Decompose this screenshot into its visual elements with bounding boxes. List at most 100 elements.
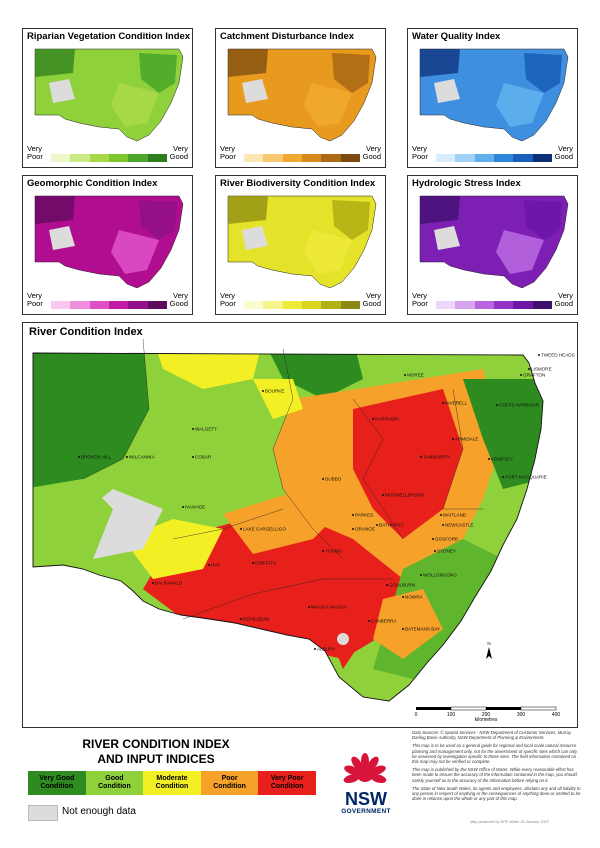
color-scale xyxy=(244,154,360,162)
town-marker: GOULBURN xyxy=(386,583,415,588)
town-marker: CANBERRA xyxy=(368,619,397,624)
town-label: ALBURY xyxy=(317,647,335,652)
scale-high-label: Very Good xyxy=(554,291,573,308)
town-label: GRAFTON xyxy=(523,373,545,378)
scale-swatch xyxy=(532,301,552,309)
town-marker: NEWCASTLE xyxy=(442,523,474,528)
scale-swatch xyxy=(70,301,90,309)
town-marker: TAMWORTH xyxy=(420,455,450,460)
town-label: SYDNEY xyxy=(437,549,456,554)
index-panel: Catchment Disturbance Index Very Poor Very G… xyxy=(215,28,386,168)
town-label: DUBBO xyxy=(325,477,342,482)
color-scale xyxy=(244,301,360,309)
town-label: MOREE xyxy=(407,373,424,378)
town-marker: NOWRA xyxy=(402,595,424,600)
legend-title: RIVER CONDITION INDEX AND INPUT INDICES xyxy=(82,737,230,766)
index-map[interactable] xyxy=(222,190,390,294)
scale-low-label: Very Poor xyxy=(220,144,236,161)
town-marker: INVERELL xyxy=(442,401,468,406)
river-condition-panel: River Condition Index xyxy=(22,322,578,728)
index-map[interactable] xyxy=(222,43,390,147)
town-label: LISMORE xyxy=(531,367,552,372)
index-panel-title: Hydrologic Stress Index xyxy=(412,178,521,189)
scale-low-label: Very Poor xyxy=(412,144,428,161)
main-map-title: River Condition Index xyxy=(29,326,143,338)
town-marker: BROKEN HILL xyxy=(78,455,112,460)
index-panel: Hydrologic Stress Index Very Poor Very Good xyxy=(407,175,578,315)
town-label: TAMWORTH xyxy=(423,455,450,460)
scale-low-label: Very Poor xyxy=(412,291,428,308)
town-marker: NARRABRI xyxy=(372,417,399,422)
town-marker: ALBURY xyxy=(314,647,335,652)
town-marker: WALGETT xyxy=(192,427,217,432)
no-data-label: Not enough data xyxy=(62,806,136,817)
scale-tick-label: 100 xyxy=(447,712,456,718)
town-marker: BOURKE xyxy=(262,389,284,394)
town-label: KEMPSEY xyxy=(491,457,513,462)
index-panel-title: Catchment Disturbance Index xyxy=(220,31,355,42)
town-marker: KEMPSEY xyxy=(488,457,513,462)
town-marker: YOUNG xyxy=(322,549,342,554)
color-scale xyxy=(51,154,167,162)
scale-swatch xyxy=(128,154,148,162)
scale-low-label: Very Poor xyxy=(27,291,43,308)
town-label: YOUNG xyxy=(325,549,342,554)
scale-low-label: Very Poor xyxy=(220,291,236,308)
index-map[interactable] xyxy=(414,190,582,294)
town-marker: WOLLONGONG xyxy=(420,573,457,578)
note-paragraph: The State of New South Wales, its agents… xyxy=(412,785,581,802)
note-paragraph: This map is published by the NSW Office … xyxy=(412,767,577,783)
waratah-logo-icon xyxy=(343,753,387,784)
town-label: LAKE CARGELLIGO xyxy=(243,527,286,532)
scale-swatch xyxy=(474,154,494,162)
scale-high-label: Very Good xyxy=(169,291,188,308)
scale-tick-label: 200 xyxy=(482,712,491,718)
scale-swatch xyxy=(244,301,264,309)
town-marker: LAKE CARGELLIGO xyxy=(240,527,286,532)
legend-class: Very Good Condition xyxy=(28,771,86,795)
town-marker: DENILIQUIN xyxy=(240,617,269,622)
town-label: BOURKE xyxy=(265,389,284,394)
river-condition-map[interactable]: BOURKE WALGETT MOREE INVERELL ARMIDALE COFFS … xyxy=(23,339,577,727)
town-label: BATEMANS BAY xyxy=(405,627,440,632)
scale-high-label: Very Good xyxy=(362,291,381,308)
scale-swatch xyxy=(147,154,167,162)
scale-swatch xyxy=(321,154,341,162)
town-marker: BATEMANS BAY xyxy=(402,627,440,632)
index-map[interactable] xyxy=(414,43,582,147)
north-arrow-icon: N xyxy=(486,641,492,659)
legend-class: Poor Condition xyxy=(200,771,259,795)
town-label: WILCANNIA xyxy=(129,455,155,460)
scale-swatch xyxy=(340,301,360,309)
scale-swatch xyxy=(301,301,322,309)
scale-swatch xyxy=(493,154,514,162)
index-panel: Geomorphic Condition Index Very Poor Very Go… xyxy=(22,175,193,315)
scale-high-label: Very Good xyxy=(362,144,381,161)
map-credit: Map produced by DPE Water 26 January 202… xyxy=(470,820,549,824)
town-label: INVERELL xyxy=(445,401,468,406)
scale-swatch xyxy=(282,154,302,162)
legend-class: Moderate Condition xyxy=(143,771,201,795)
town-label: IVANHOE xyxy=(185,505,205,510)
scale-swatch xyxy=(455,301,475,309)
town-marker: DUBBO xyxy=(322,477,342,482)
town-marker: COBAR xyxy=(192,455,212,460)
town-marker: WAGGA WAGGA xyxy=(308,605,348,610)
scale-swatch xyxy=(108,154,129,162)
town-label: BATHURST xyxy=(379,523,404,528)
town-label: NOWRA xyxy=(405,595,424,600)
scale-swatch xyxy=(513,301,533,309)
note-paragraph: Data Sources: © Spatial Services - NSW D… xyxy=(412,730,572,741)
town-marker: LISMORE xyxy=(528,367,552,372)
town-marker: COFFS HARBOUR xyxy=(496,403,539,408)
town-label: TWEED HEADS xyxy=(541,353,575,358)
town-marker: BALRANALD xyxy=(152,581,183,586)
index-map[interactable] xyxy=(29,190,197,294)
town-label: WAGGA WAGGA xyxy=(311,605,348,610)
scale-high-label: Very Good xyxy=(169,144,188,161)
town-marker: PARKES xyxy=(352,513,373,518)
note-paragraph: This map is to be used as a general guid… xyxy=(412,743,578,765)
index-map[interactable] xyxy=(29,43,197,147)
index-panel: Water Quality Index Very Poor Very Good xyxy=(407,28,578,168)
index-panel: River Biodiversity Condition Index Very Po… xyxy=(215,175,386,315)
